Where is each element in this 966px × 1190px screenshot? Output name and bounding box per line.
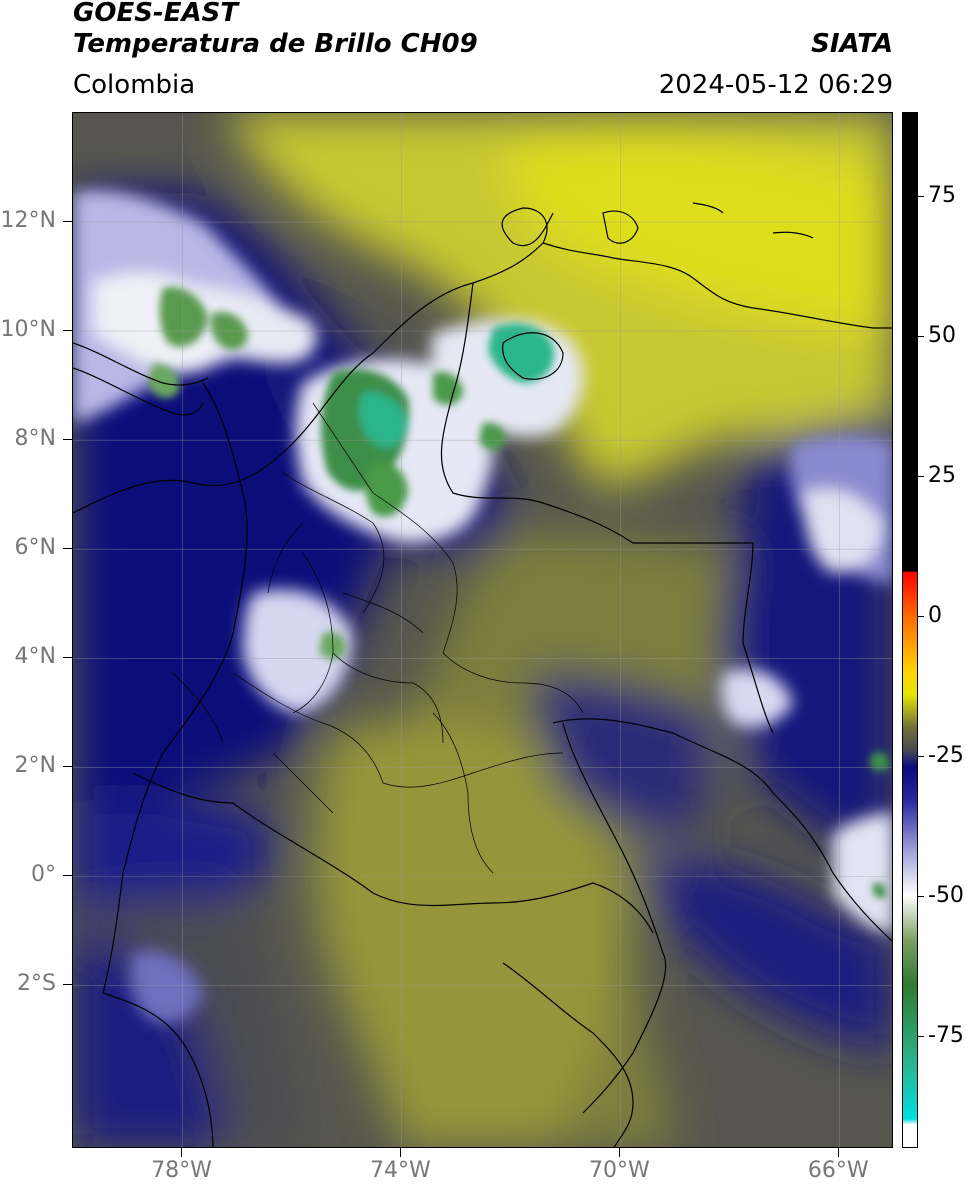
lon-tick-label: 74°W — [370, 1158, 431, 1183]
colorbar-tick-mark — [918, 476, 924, 477]
map-svg — [73, 113, 892, 1147]
colorbar-tick-mark — [918, 616, 924, 617]
colorbar-tick-label: 0 — [928, 603, 942, 628]
lat-tick-mark — [63, 439, 72, 441]
department-borders — [172, 402, 584, 874]
brightness-temperature-map — [72, 112, 893, 1148]
cloud-cores — [148, 287, 890, 899]
colorbar-tick-mark — [918, 756, 924, 757]
colorbar-tick-label: 25 — [928, 463, 956, 488]
colorbar-tick-label: 50 — [928, 323, 956, 348]
lat-tick-label: 10°N — [0, 317, 56, 343]
satellite-title: GOES-EAST — [73, 0, 239, 28]
colorbar-tick-label: -50 — [928, 883, 964, 908]
lat-tick-label: 12°N — [0, 208, 56, 234]
colorbar-tick-mark — [918, 336, 924, 337]
lat-tick-label: 8°N — [14, 426, 56, 452]
colorbar-tick-mark — [918, 196, 924, 197]
lat-tick-mark — [63, 766, 72, 768]
agency-title: SIATA — [811, 29, 893, 59]
lat-tick-mark — [63, 875, 72, 877]
timestamp-label: 2024-05-12 06:29 — [658, 70, 893, 100]
temperature-colorbar — [902, 112, 918, 1148]
lon-tick-mark — [400, 1148, 402, 1157]
lon-tick-mark — [181, 1148, 183, 1157]
lat-tick-label: 0° — [31, 862, 56, 888]
lon-tick-label: 66°W — [807, 1158, 869, 1183]
colorbar-tick-mark — [918, 1036, 924, 1037]
lon-tick-mark — [838, 1148, 840, 1157]
lon-tick-mark — [619, 1148, 621, 1157]
graticule — [73, 113, 892, 1147]
product-title: Temperatura de Brillo CH09 — [73, 29, 478, 59]
colorbar-tick-label: -75 — [928, 1023, 964, 1048]
lat-tick-label: 2°S — [17, 971, 56, 997]
colorbar-tick-label: -25 — [928, 743, 964, 768]
lat-tick-mark — [63, 221, 72, 223]
lon-tick-label: 70°W — [588, 1158, 650, 1183]
lat-tick-mark — [63, 984, 72, 986]
country-borders — [73, 202, 892, 1147]
lat-tick-mark — [63, 330, 72, 332]
lat-tick-label: 2°N — [14, 753, 56, 779]
region-label: Colombia — [73, 70, 196, 100]
lat-tick-mark — [63, 657, 72, 659]
colorbar-tick-mark — [918, 896, 924, 897]
lon-tick-label: 78°W — [151, 1158, 212, 1183]
lat-tick-label: 6°N — [14, 535, 56, 561]
lat-tick-mark — [63, 548, 72, 550]
colorbar-tick-label: 75 — [928, 183, 956, 208]
lat-tick-label: 4°N — [14, 644, 56, 670]
